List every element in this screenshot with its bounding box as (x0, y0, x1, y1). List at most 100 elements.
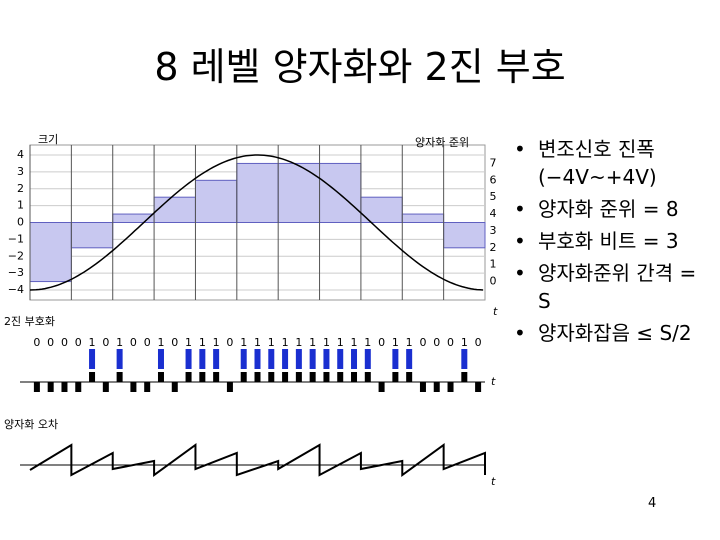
y-axis-label: 크기 (38, 133, 58, 146)
line-code-pulse (213, 372, 220, 382)
amplitude-label: 1 (17, 199, 24, 212)
signal-curve (29, 154, 484, 291)
quantized-step (194, 179, 238, 223)
line-code-pulse (47, 382, 54, 392)
amplitude-label: −2 (8, 249, 24, 262)
bit: 0 (447, 336, 454, 349)
bit-pulse (337, 349, 344, 369)
bit: 0 (475, 336, 482, 349)
bit-pulse (213, 349, 220, 369)
bit: 1 (254, 336, 261, 349)
line-code-pulse (364, 372, 371, 382)
line-code-pulse (406, 372, 413, 382)
slide-title: 8 레벨 양자화와 2진 부호 (154, 45, 566, 89)
bit: 1 (392, 336, 399, 349)
bit: 1 (309, 336, 316, 349)
bit: 1 (185, 336, 192, 349)
bit-pulse (199, 349, 206, 369)
line-code-pulse (157, 372, 164, 382)
bit: 1 (295, 336, 302, 349)
bit: 0 (226, 336, 233, 349)
line-code-pulse (447, 382, 454, 392)
line-code-pulse (351, 372, 358, 382)
error-label: 양자화 오차 (4, 418, 58, 431)
bit-pulse (240, 349, 247, 369)
line-code-pulse (419, 382, 426, 392)
bullet: 양자화잡음 ≤ S/2 (514, 319, 715, 347)
bit-pulse (295, 349, 302, 369)
line-code-pulse (337, 372, 344, 382)
line-code-pulse (282, 372, 289, 382)
quantized-step (319, 162, 362, 223)
bit: 1 (364, 336, 371, 349)
bit-pulse (254, 349, 261, 369)
line-code-pulse (75, 382, 82, 392)
quantized-step (153, 196, 196, 223)
bit-pulse (309, 349, 316, 369)
bit-pulse (364, 349, 371, 369)
bit: 1 (337, 336, 344, 349)
bit-pulse (157, 349, 164, 369)
bit: 0 (419, 336, 426, 349)
line-code-pulse (295, 372, 302, 382)
bit: 1 (157, 336, 164, 349)
level-label: 0 (490, 275, 497, 288)
bit: 1 (323, 336, 330, 349)
line-code-pulse (309, 372, 316, 382)
bit: 0 (61, 336, 68, 349)
error-curve (29, 443, 486, 477)
amplitude-label: −3 (8, 266, 24, 279)
bit-pulse (185, 349, 192, 369)
amplitude-label: 3 (17, 165, 24, 178)
line-code-pulse (171, 382, 178, 392)
line-code-pulse (61, 382, 68, 392)
bit: 1 (282, 336, 289, 349)
line-code-pulse (461, 372, 468, 382)
amplitude-label: −1 (8, 232, 24, 245)
level-label: 1 (490, 258, 497, 271)
amplitude-label: 0 (17, 216, 24, 229)
bit-pulse (461, 349, 468, 369)
level-axis-label: 양자화 준위 (415, 136, 469, 149)
bit: 0 (33, 336, 40, 349)
time-label: t (491, 475, 496, 488)
line-code-pulse (185, 372, 192, 382)
quantized-step (443, 222, 486, 249)
bit: 0 (433, 336, 440, 349)
bit-pulse (268, 349, 275, 369)
line-code-pulse (199, 372, 206, 382)
bit: 1 (461, 336, 468, 349)
level-label: 3 (490, 224, 497, 237)
bit: 1 (351, 336, 358, 349)
line-code-pulse (433, 382, 440, 392)
time-label: t (491, 375, 496, 388)
level-label: 5 (490, 190, 497, 203)
level-label: 7 (490, 156, 497, 169)
quantized-step (236, 162, 279, 223)
bullet-list: 변조신호 진폭(−4V~+4V) 양자화 준위 = 8 부호화 비트 = 3 양자화준… (510, 135, 715, 351)
line-code-pulse (226, 382, 233, 392)
time-label: t (493, 305, 498, 318)
bit-pulse (351, 349, 358, 369)
line-code-pulse (33, 382, 40, 392)
line-code-pulse (144, 382, 151, 392)
bit-pulse (116, 349, 123, 369)
bit: 0 (171, 336, 178, 349)
level-label: 6 (490, 173, 497, 186)
amplitude-label: 4 (17, 148, 24, 161)
bit: 1 (406, 336, 413, 349)
line-code-pulse (89, 372, 96, 382)
amplitude-label: −4 (8, 283, 24, 296)
bit-pulse (89, 349, 96, 369)
line-code-pulse (378, 382, 385, 392)
line-code-pulse (240, 372, 247, 382)
bit: 0 (47, 336, 54, 349)
bit: 0 (130, 336, 137, 349)
bit: 1 (268, 336, 275, 349)
quantized-step (29, 222, 72, 283)
bit: 0 (144, 336, 151, 349)
line-code-pulse (254, 372, 261, 382)
bit-pulse (323, 349, 330, 369)
bit-pulse (406, 349, 413, 369)
